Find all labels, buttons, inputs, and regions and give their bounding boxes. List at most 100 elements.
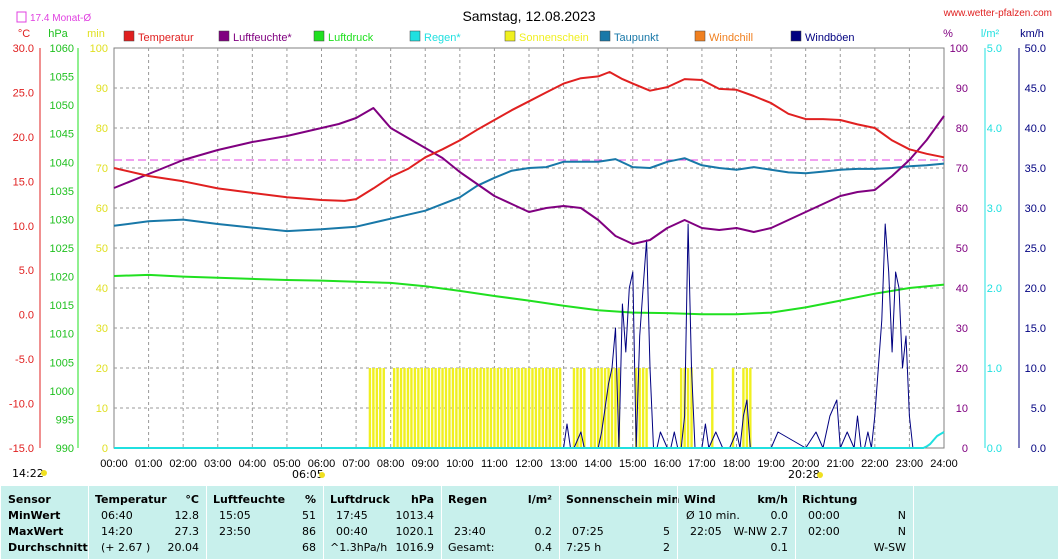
stats-cell: 2 <box>663 541 670 554</box>
sunshine-bar <box>576 368 579 448</box>
wind-axis-tick: 5.0 <box>1031 403 1046 415</box>
stats-cell: (+ 2.67 ) <box>101 541 151 554</box>
temp-axis-tick: 20.0 <box>13 132 34 144</box>
monthly-avg-marker-icon <box>16 11 27 23</box>
stats-cell: 0.1 <box>770 541 789 554</box>
wind-axis-tick: 35.0 <box>1025 163 1046 175</box>
sunshine-bar <box>444 368 448 448</box>
sunshine-bar <box>455 368 458 448</box>
minutes-axis-tick: 40 <box>96 283 108 295</box>
pressure-axis-tick: 995 <box>56 414 74 426</box>
sunshine-bar <box>749 368 752 448</box>
percent-axis-tick: 100 <box>950 43 968 55</box>
sunshine-bar <box>690 368 693 448</box>
temp-axis-tick: 15.0 <box>13 176 34 188</box>
axis-unit-label: km/h <box>1020 28 1044 40</box>
sunshine-bar <box>375 368 379 448</box>
temp-axis-tick: 25.0 <box>13 87 34 99</box>
sunshine-bar <box>396 368 399 448</box>
sunshine-bar <box>413 368 417 448</box>
stats-row-label: MinWert <box>8 509 61 522</box>
stats-cell: 23:40 <box>454 525 486 538</box>
sunshine-bar <box>600 368 603 448</box>
pressure-axis-tick: 1020 <box>50 272 74 284</box>
rain-line <box>114 431 945 449</box>
minutes-axis-tick: 0 <box>102 443 108 455</box>
stats-row-label: MaxWert <box>8 525 64 538</box>
pressure-axis-tick: 1030 <box>50 214 74 226</box>
temperature-line <box>113 71 945 202</box>
x-tick-label: 20:00 <box>792 458 820 470</box>
x-tick-label: 17:00 <box>688 458 716 470</box>
sunshine-bar <box>579 368 583 448</box>
x-tick-label: 22:00 <box>861 458 889 470</box>
x-tick-label: 14:00 <box>584 458 612 470</box>
sunshine-bar <box>379 368 382 448</box>
sunshine-bar <box>590 368 593 448</box>
temp-axis-tick: -10.0 <box>9 399 34 411</box>
sunshine-bar <box>448 368 451 448</box>
sunshine-bar <box>399 368 403 448</box>
stats-header-humidity: Luftfeuchte <box>213 493 286 506</box>
stats-cell: 12.8 <box>174 509 200 522</box>
sunshine-bar <box>434 368 437 448</box>
sunshine-bar <box>545 368 548 448</box>
sunshine-bar <box>406 368 410 448</box>
sunshine-bar <box>583 368 586 448</box>
pressure-axis-tick: 1010 <box>50 329 74 341</box>
stats-cell: 00:40 <box>336 525 368 538</box>
sunshine-bar <box>711 368 714 448</box>
sunshine-bar <box>482 368 486 448</box>
sunset-icon <box>817 472 823 478</box>
x-tick-label: 07:00 <box>342 458 370 470</box>
site-url: www.wetter-pfalzen.com <box>943 8 1052 19</box>
minutes-axis-tick: 70 <box>96 163 108 175</box>
x-tick-label: 24:00 <box>930 458 958 470</box>
sunshine-bar <box>517 368 520 448</box>
pressure-line <box>113 273 945 316</box>
sunshine-bar <box>638 368 641 448</box>
legend-swatch <box>218 30 230 42</box>
stats-cell: 0.2 <box>534 525 553 538</box>
pressure-axis-tick: 1015 <box>50 300 74 312</box>
pressure-axis-tick: 1005 <box>50 357 74 369</box>
stats-cell: N <box>897 525 906 538</box>
wind-axis-tick: 15.0 <box>1025 323 1046 335</box>
wind-axis-tick: 25.0 <box>1025 243 1046 255</box>
minutes-axis-tick: 30 <box>96 323 108 335</box>
stats-header-temp: Temperatur <box>95 493 167 506</box>
stats-header-wind: Wind <box>684 493 716 506</box>
sunshine-bar <box>541 368 545 448</box>
monthly-avg-label: 17.4 Monat-Ø <box>30 13 91 24</box>
legend-swatch <box>694 30 706 42</box>
x-tick-label: 08:00 <box>377 458 405 470</box>
stats-cell: 68 <box>302 541 316 554</box>
temp-axis-tick: -5.0 <box>15 354 34 366</box>
percent-axis-tick: 20 <box>956 363 968 375</box>
wind-axis-tick: 40.0 <box>1025 123 1046 135</box>
sunshine-bar <box>410 368 413 448</box>
percent-axis-tick: 70 <box>956 163 968 175</box>
pressure-axis-tick: 1025 <box>50 243 74 255</box>
current-time-sun-icon <box>41 470 47 476</box>
stats-cell: 1016.9 <box>395 541 435 554</box>
legend-label: Windböen <box>805 32 855 44</box>
stats-header-wind-unit: km/h <box>757 493 788 506</box>
sunshine-bar <box>441 368 444 448</box>
sunshine-bar <box>548 368 551 448</box>
legend-swatch <box>504 30 516 42</box>
stats-cell: 06:40 <box>101 509 133 522</box>
series-layer <box>113 71 945 449</box>
axis-unit-label: % <box>943 28 953 40</box>
stats-col-direction: Richtung 00:00 N 02:00 N W-SW <box>795 486 914 559</box>
wind-axis-tick: 10.0 <box>1025 363 1046 375</box>
stats-cell: 20.04 <box>167 541 200 554</box>
percent-axis-tick: 40 <box>956 283 968 295</box>
temp-axis-tick: 5.0 <box>19 265 34 277</box>
sunshine-bar <box>742 368 745 448</box>
minutes-axis-tick: 20 <box>96 363 108 375</box>
stats-cell: 14:20 <box>101 525 133 538</box>
legend-label: Regen* <box>424 32 461 44</box>
sunshine-bar <box>531 368 534 448</box>
sunshine-bar <box>372 368 375 448</box>
